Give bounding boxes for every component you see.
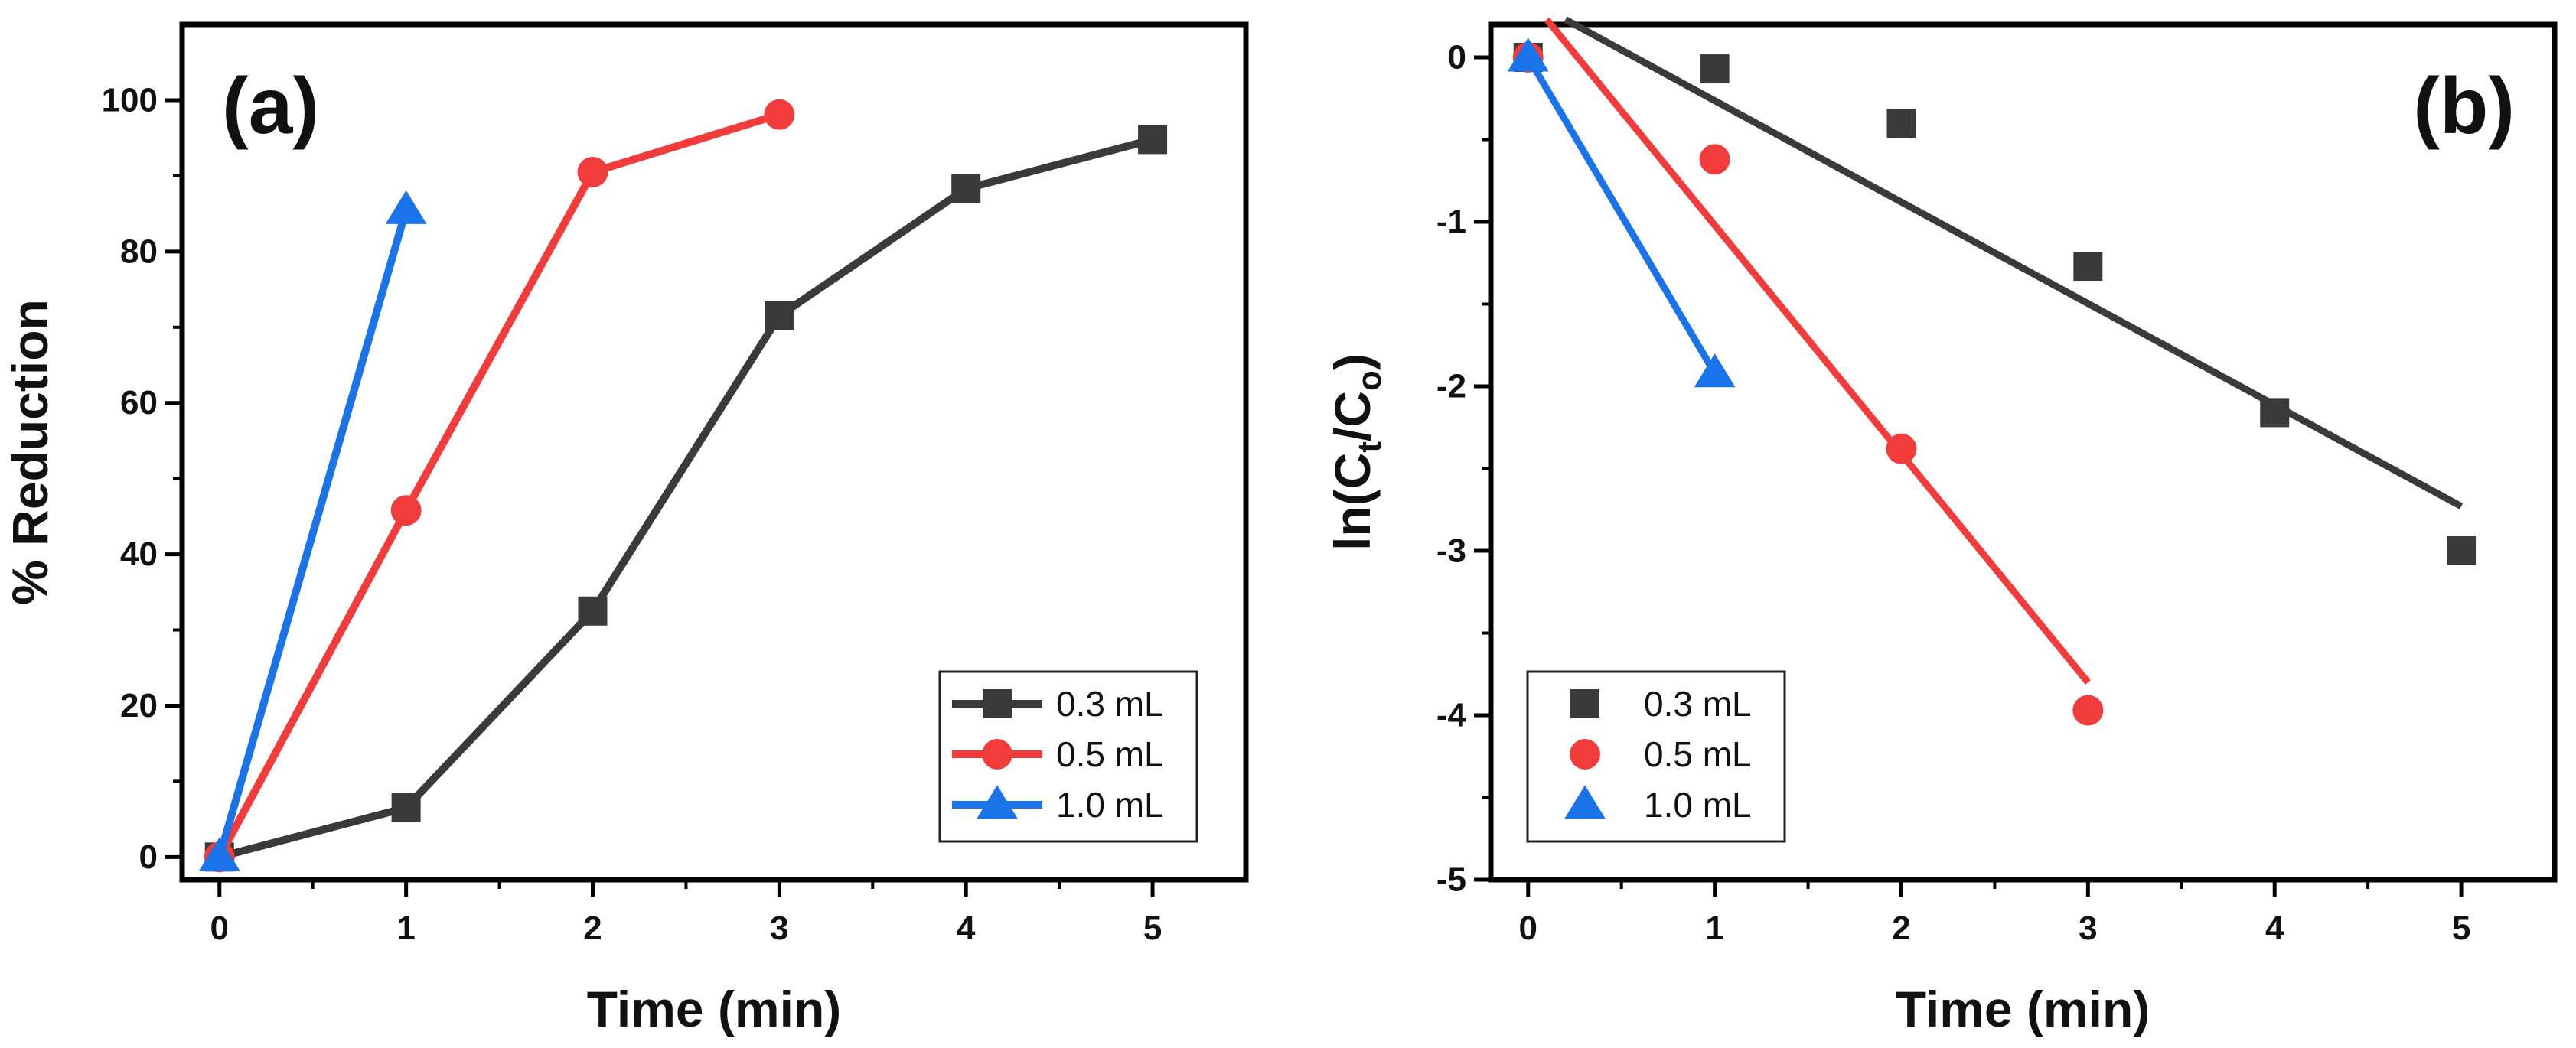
series-0-5-mL <box>1512 17 2104 726</box>
legend-item: 0.3 mL <box>952 684 1164 724</box>
panel-a-reduction-chart: 0 1 2 3 4 5 0 20 40 60 80 100 Time (min) % Reduction (… <box>2 21 1249 1037</box>
data-point <box>1699 144 1730 175</box>
legend: 0.3 mL 0.5 mL 1.0 mL <box>938 670 1198 843</box>
data-point <box>1886 109 1916 138</box>
panel-label: (a) <box>222 62 319 151</box>
y-tick-label: 0 <box>1448 39 1466 76</box>
legend-marker <box>983 689 1012 718</box>
data-point <box>1886 433 1917 464</box>
data-point <box>577 156 608 187</box>
data-point <box>1138 125 1168 155</box>
fit-line <box>1524 55 1718 376</box>
data-point <box>578 596 608 626</box>
data-point <box>2447 536 2477 565</box>
legend-label: 1.0 mL <box>1644 785 1752 825</box>
y-tick-label: 60 <box>120 384 158 421</box>
legend-marker <box>982 739 1012 770</box>
y-tick-label: 20 <box>120 687 158 724</box>
legend-item: 0.5 mL <box>952 734 1164 774</box>
data-point <box>385 190 427 224</box>
y-axis-title-subscript: t <box>1351 441 1388 453</box>
data-point <box>391 793 421 823</box>
legend-marker <box>1570 689 1599 718</box>
legend-label: 0.3 mL <box>1056 684 1164 724</box>
x-tick-label: 3 <box>770 910 788 947</box>
y-axis-title: ln(Ct/Co) <box>1324 353 1388 551</box>
legend: 0.3 mL 0.5 mL 1.0 mL <box>1526 670 1786 843</box>
panel-b-kinetics-chart: 0 1 2 3 4 5 -5 -4 -3 -2 -1 0 Time (min) ln(Ct/Co) (b) 0… <box>1324 16 2558 1037</box>
legend-item: 0.5 mL <box>1570 734 1752 774</box>
y-tick-label: 40 <box>120 535 158 573</box>
legend-item: 1.0 mL <box>1564 785 1752 825</box>
data-point <box>764 99 795 130</box>
data-point <box>765 301 794 330</box>
x-tick-label: 1 <box>1705 910 1723 947</box>
series-1-0-mL <box>1507 37 1736 388</box>
panel-label: (b) <box>2413 62 2515 151</box>
data-point <box>390 495 422 526</box>
legend-label: 0.5 mL <box>1644 734 1752 774</box>
data-point <box>1700 54 1730 84</box>
data-point <box>1507 37 1549 72</box>
y-tick-label: -1 <box>1436 203 1466 241</box>
y-tick-label: 0 <box>139 838 158 876</box>
plot-frame <box>179 21 1249 883</box>
series-line <box>216 110 781 859</box>
x-tick-label: 0 <box>210 910 229 947</box>
series-0-5-mL <box>204 99 795 873</box>
x-axis-title: Time (min) <box>1896 981 2150 1037</box>
data-point <box>2073 252 2103 282</box>
y-tick-label: -4 <box>1436 697 1467 734</box>
x-tick-label: 5 <box>2452 910 2470 947</box>
legend-label: 0.3 mL <box>1644 684 1752 724</box>
x-tick-label: 1 <box>396 910 415 947</box>
y-tick-label: -2 <box>1436 368 1466 405</box>
y-tick-label: -5 <box>1436 861 1466 899</box>
legend-marker <box>1570 739 1600 770</box>
y-axis-title-part: ln(C <box>1324 453 1381 551</box>
x-tick-label: 4 <box>957 910 976 947</box>
y-axis-title: % Reduction <box>2 299 58 605</box>
x-tick-label: 2 <box>583 910 602 947</box>
plot-frame <box>1488 21 2558 883</box>
y-axis-title-part: /C <box>1324 391 1381 441</box>
y-tick-label: 100 <box>102 81 158 119</box>
series-line <box>215 209 410 858</box>
y-tick-label: 80 <box>120 233 158 270</box>
y-tick-label: -3 <box>1436 532 1466 570</box>
legend-marker <box>1564 785 1606 819</box>
x-tick-label: 3 <box>2079 910 2097 947</box>
series-1-0-mL <box>198 190 427 871</box>
legend-item: 1.0 mL <box>952 785 1164 825</box>
series-line <box>218 135 1154 861</box>
data-point <box>198 837 240 871</box>
legend-marker <box>977 785 1018 819</box>
x-tick-label: 4 <box>2265 910 2284 947</box>
fit-line <box>1544 17 2091 685</box>
x-tick-label: 0 <box>1519 910 1537 947</box>
series-0-3-mL <box>1513 16 2477 565</box>
x-axis-title: Time (min) <box>587 981 841 1037</box>
y-axis-title-subscript: o <box>1351 370 1388 391</box>
y-axis-title-part: ) <box>1324 353 1381 370</box>
data-point <box>1694 353 1736 388</box>
legend-item: 0.3 mL <box>1570 684 1752 724</box>
x-tick-label: 5 <box>1143 910 1162 947</box>
legend-label: 1.0 mL <box>1056 785 1164 825</box>
data-point <box>2072 695 2104 726</box>
x-tick-label: 2 <box>1892 910 1910 947</box>
data-point <box>951 174 981 203</box>
fit-line <box>1564 16 2464 509</box>
data-point <box>2260 398 2290 428</box>
legend-label: 0.5 mL <box>1056 734 1164 774</box>
